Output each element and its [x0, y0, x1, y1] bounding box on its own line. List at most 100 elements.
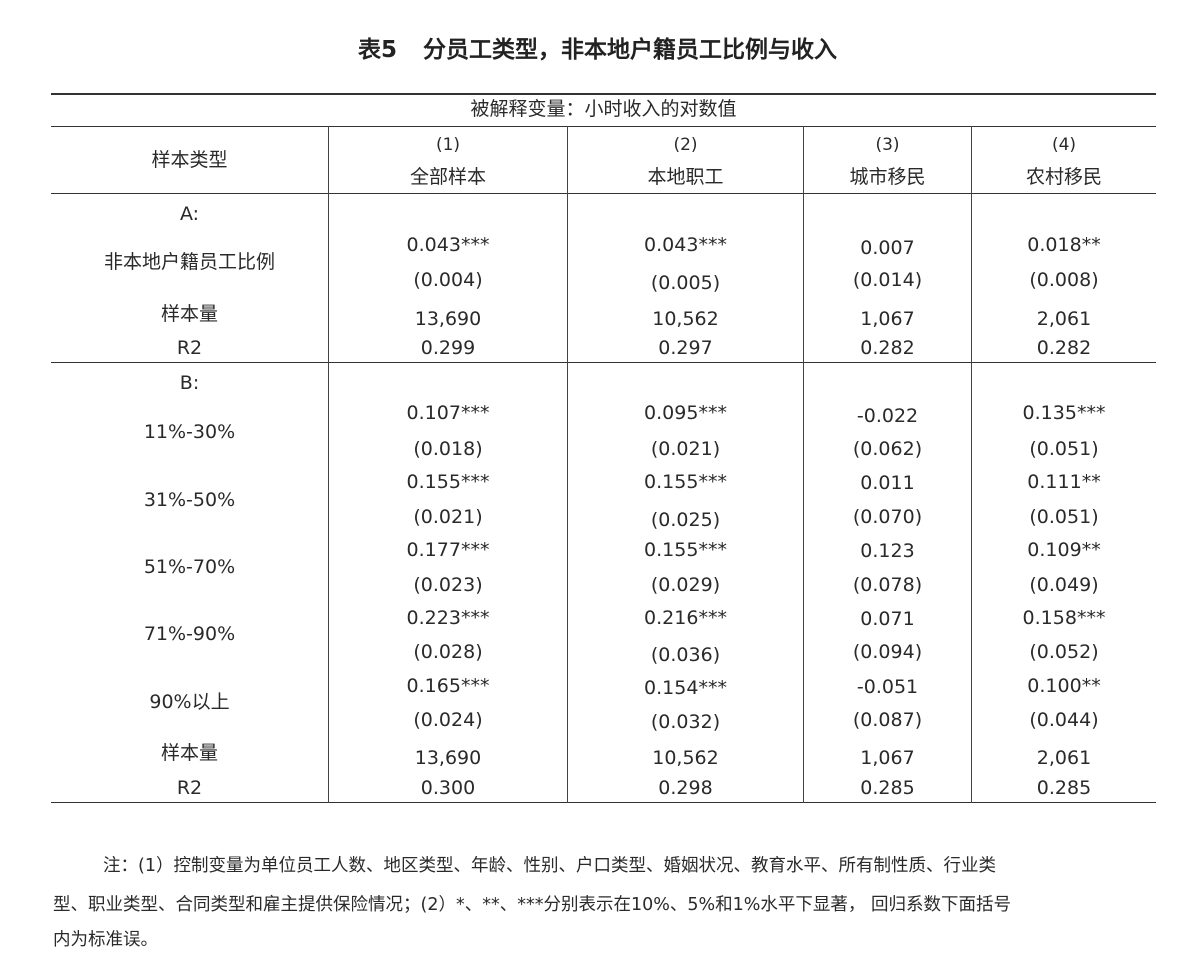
- sample-size-cell: 1,067: [860, 747, 915, 769]
- row-label: 71%-90%: [143, 623, 236, 645]
- coefficient-cell: 0.165***: [406, 675, 490, 697]
- r2-cell: 0.282: [860, 337, 915, 359]
- coefficient-cell: -0.051: [856, 676, 919, 698]
- std-error-cell: (0.051): [1029, 506, 1099, 528]
- std-error-cell: (0.008): [1029, 269, 1099, 291]
- coefficient-cell: 0.155***: [644, 539, 727, 561]
- r2-cell: 0.285: [860, 777, 915, 799]
- std-error-cell: (0.018): [413, 438, 483, 460]
- std-error-cell: (0.094): [852, 641, 923, 663]
- std-error-cell: (0.044): [1029, 709, 1099, 731]
- std-error-cell: (0.049): [1029, 574, 1099, 596]
- top-rule: [51, 93, 1156, 95]
- std-error-cell: (0.004): [413, 269, 483, 291]
- column-number: (1): [435, 135, 461, 155]
- sample-size-cell: 13,690: [414, 308, 482, 330]
- coefficient-cell: 0.011: [860, 472, 915, 494]
- table-title-text: 分员工类型，非本地户籍员工比例与收入: [423, 37, 837, 63]
- std-error-cell: (0.028): [413, 641, 483, 663]
- bottom-rule: [51, 802, 1156, 803]
- sample-size-cell: 10,562: [652, 308, 719, 330]
- table-note-line: 内为标准误。: [53, 930, 158, 950]
- coefficient-cell: 0.095***: [644, 402, 727, 424]
- coefficient-cell: 0.043***: [644, 234, 727, 256]
- std-error-cell: (0.062): [852, 438, 923, 460]
- std-error-cell: (0.051): [1029, 438, 1099, 460]
- coefficient-cell: 0.155***: [644, 471, 727, 493]
- dependent-var-rule: [51, 126, 1156, 127]
- coefficient-cell: 0.223***: [406, 607, 490, 629]
- r2-cell: 0.298: [658, 777, 713, 799]
- coefficient-cell: 0.135***: [1022, 402, 1106, 424]
- column-label: 全部样本: [409, 166, 486, 188]
- column-number: (2): [673, 135, 698, 155]
- panel-divider-rule: [51, 362, 1156, 363]
- coefficient-cell: 0.107***: [406, 402, 490, 424]
- r2-cell: 0.299: [420, 337, 476, 359]
- table-note-line: 型、职业类型、合同类型和雇主提供保险情况；(2）*、**、***分别表示在10%…: [53, 895, 1011, 915]
- r2-label: R2: [176, 777, 203, 799]
- r2-cell: 0.300: [420, 777, 476, 799]
- column-divider: [803, 126, 804, 803]
- std-error-cell: (0.078): [852, 574, 923, 596]
- coefficient-cell: 0.007: [860, 237, 915, 259]
- panel-a-label: A:: [179, 203, 200, 225]
- column-number: (3): [875, 135, 900, 155]
- column-label: 城市移民: [849, 166, 926, 188]
- column-divider: [567, 126, 568, 803]
- sample-size-label: 样本量: [160, 303, 218, 325]
- coefficient-cell: 0.158***: [1022, 607, 1106, 629]
- coefficient-cell: 0.043***: [406, 234, 490, 256]
- std-error-cell: (0.023): [413, 574, 483, 596]
- coefficient-cell: 0.071: [860, 608, 915, 630]
- row-label: 51%-70%: [143, 556, 236, 578]
- coefficient-cell: 0.109**: [1027, 539, 1101, 561]
- panel-b-label: B:: [179, 372, 200, 394]
- row-label: 11%-30%: [143, 421, 236, 443]
- std-error-cell: (0.036): [650, 644, 721, 666]
- column-divider: [328, 126, 329, 803]
- std-error-cell: (0.021): [650, 438, 721, 460]
- coefficient-cell: 0.018**: [1027, 234, 1101, 256]
- table-title-number: 表5: [357, 37, 397, 63]
- r2-cell: 0.282: [1036, 337, 1092, 359]
- coefficient-cell: 0.155***: [406, 471, 490, 493]
- std-error-cell: (0.014): [852, 269, 923, 291]
- std-error-cell: (0.021): [413, 506, 483, 528]
- column-label: 农村移民: [1025, 166, 1102, 188]
- column-divider: [971, 126, 972, 803]
- sample-size-cell: 1,067: [860, 308, 915, 330]
- std-error-cell: (0.070): [852, 506, 923, 528]
- row-label: 非本地户籍员工比例: [103, 251, 275, 273]
- std-error-cell: (0.005): [650, 272, 721, 294]
- sample-size-cell: 2,061: [1036, 747, 1092, 769]
- coefficient-cell: 0.100**: [1027, 675, 1101, 697]
- coefficient-cell: 0.154***: [644, 677, 727, 699]
- coefficient-cell: 0.177***: [406, 539, 490, 561]
- std-error-cell: (0.024): [413, 709, 483, 731]
- sample-size-cell: 10,562: [652, 747, 719, 769]
- column-number: (4): [1051, 135, 1077, 155]
- std-error-cell: (0.025): [650, 509, 721, 531]
- std-error-cell: (0.087): [852, 709, 923, 731]
- std-error-cell: (0.029): [650, 574, 721, 596]
- coefficient-cell: 0.216***: [644, 607, 727, 629]
- column-label: 本地职工: [647, 166, 724, 188]
- table-title: 表5 分员工类型，非本地户籍员工比例与收入: [0, 30, 1195, 64]
- row-label: 31%-50%: [143, 489, 236, 511]
- coefficient-cell: 0.123: [860, 540, 915, 562]
- r2-cell: 0.297: [658, 337, 713, 359]
- r2-cell: 0.285: [1036, 777, 1092, 799]
- std-error-cell: (0.032): [650, 711, 721, 733]
- row-label: 90%以上: [149, 691, 230, 713]
- coefficient-cell: 0.111**: [1027, 471, 1101, 493]
- header-rule: [51, 193, 1156, 194]
- row-header-label: 样本类型: [151, 149, 228, 171]
- sample-size-cell: 13,690: [414, 747, 482, 769]
- coefficient-cell: -0.022: [856, 405, 919, 427]
- sample-size-cell: 2,061: [1036, 308, 1092, 330]
- std-error-cell: (0.052): [1029, 641, 1099, 663]
- table-note-line: 注：(1）控制变量为单位员工人数、地区类型、年龄、性别、户口类型、婚姻状况、教育…: [103, 856, 996, 876]
- r2-label: R2: [176, 337, 203, 359]
- sample-size-label: 样本量: [160, 742, 218, 764]
